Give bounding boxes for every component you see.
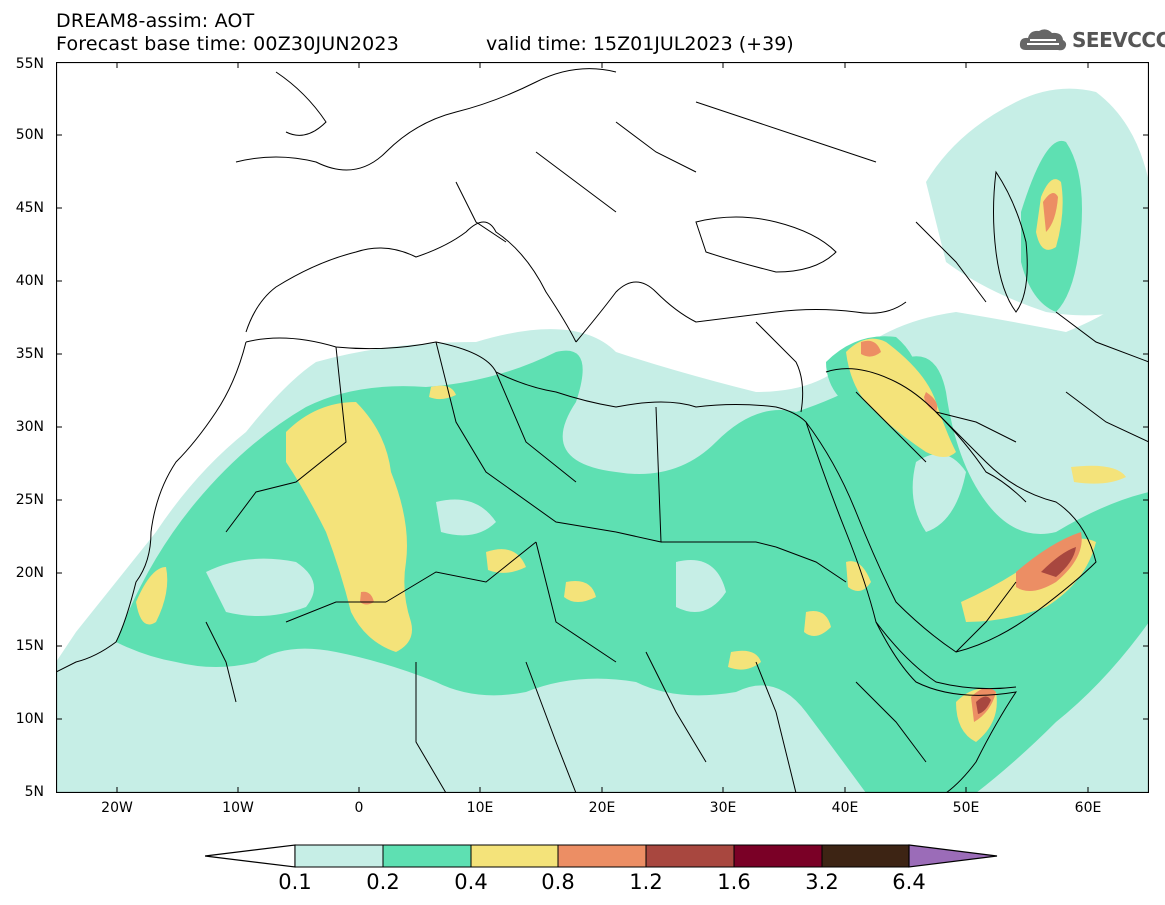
- frame-ticks: [56, 62, 1149, 793]
- map-frame: [56, 62, 1149, 793]
- lon-label: 30E: [709, 800, 737, 816]
- colorbar: [205, 844, 998, 868]
- lat-label: 20N: [15, 565, 44, 581]
- lat-label: 5N: [24, 784, 44, 800]
- colorbar-lower-arrow: [205, 844, 296, 868]
- lat-label: 45N: [15, 200, 44, 216]
- colorbar-swatch: [470, 844, 559, 868]
- forecast-base-time: Forecast base time: 00Z30JUN2023: [56, 33, 399, 55]
- lon-label: 20E: [588, 800, 616, 816]
- colorbar-upper-arrow: [908, 844, 998, 868]
- lon-label: 20W: [101, 800, 133, 816]
- valid-time: valid time: 15Z01JUL2023 (+39): [486, 33, 794, 55]
- cloud-icon: [1019, 29, 1067, 51]
- coastlines: [56, 68, 1149, 793]
- lon-label: 40E: [831, 800, 859, 816]
- colorbar-swatch: [733, 844, 823, 868]
- lat-label: 15N: [15, 638, 44, 654]
- colorbar-label: 6.4: [892, 870, 926, 894]
- colorbar-swatch: [557, 844, 647, 868]
- lon-label: 10W: [222, 800, 254, 816]
- colorbar-swatch: [645, 844, 735, 868]
- colorbar-swatch: [382, 844, 472, 868]
- colorbar-swatch: [294, 844, 384, 868]
- seevccc-logo: SEEVCCC: [1018, 26, 1165, 54]
- lat-label: 30N: [15, 419, 44, 435]
- colorbar-swatch: [821, 844, 910, 868]
- lat-label: 50N: [15, 127, 44, 143]
- map-title: DREAM8-assim: AOT: [56, 10, 255, 32]
- lat-label: 25N: [15, 492, 44, 508]
- lat-label: 40N: [15, 273, 44, 289]
- colorbar-label: 1.2: [629, 870, 663, 894]
- lat-label: 35N: [15, 346, 44, 362]
- lon-label: 0: [354, 800, 364, 816]
- aot-band-0.1-pockets: [206, 429, 966, 616]
- colorbar-label: 0.8: [541, 870, 575, 894]
- aot-band-1.2: [976, 547, 1076, 714]
- lat-label: 55N: [15, 56, 44, 72]
- logo-text: SEEVCCC: [1072, 28, 1165, 52]
- lon-label: 60E: [1074, 800, 1102, 816]
- lon-label: 50E: [952, 800, 980, 816]
- colorbar-label: 0.2: [366, 870, 400, 894]
- aot-map: [56, 62, 1149, 793]
- colorbar-label: 0.1: [278, 870, 312, 894]
- colorbar-label: 1.6: [717, 870, 751, 894]
- colorbar-label: 3.2: [805, 870, 839, 894]
- lat-label: 10N: [15, 711, 44, 727]
- colorbar-label: 0.4: [454, 870, 488, 894]
- lon-label: 10E: [466, 800, 494, 816]
